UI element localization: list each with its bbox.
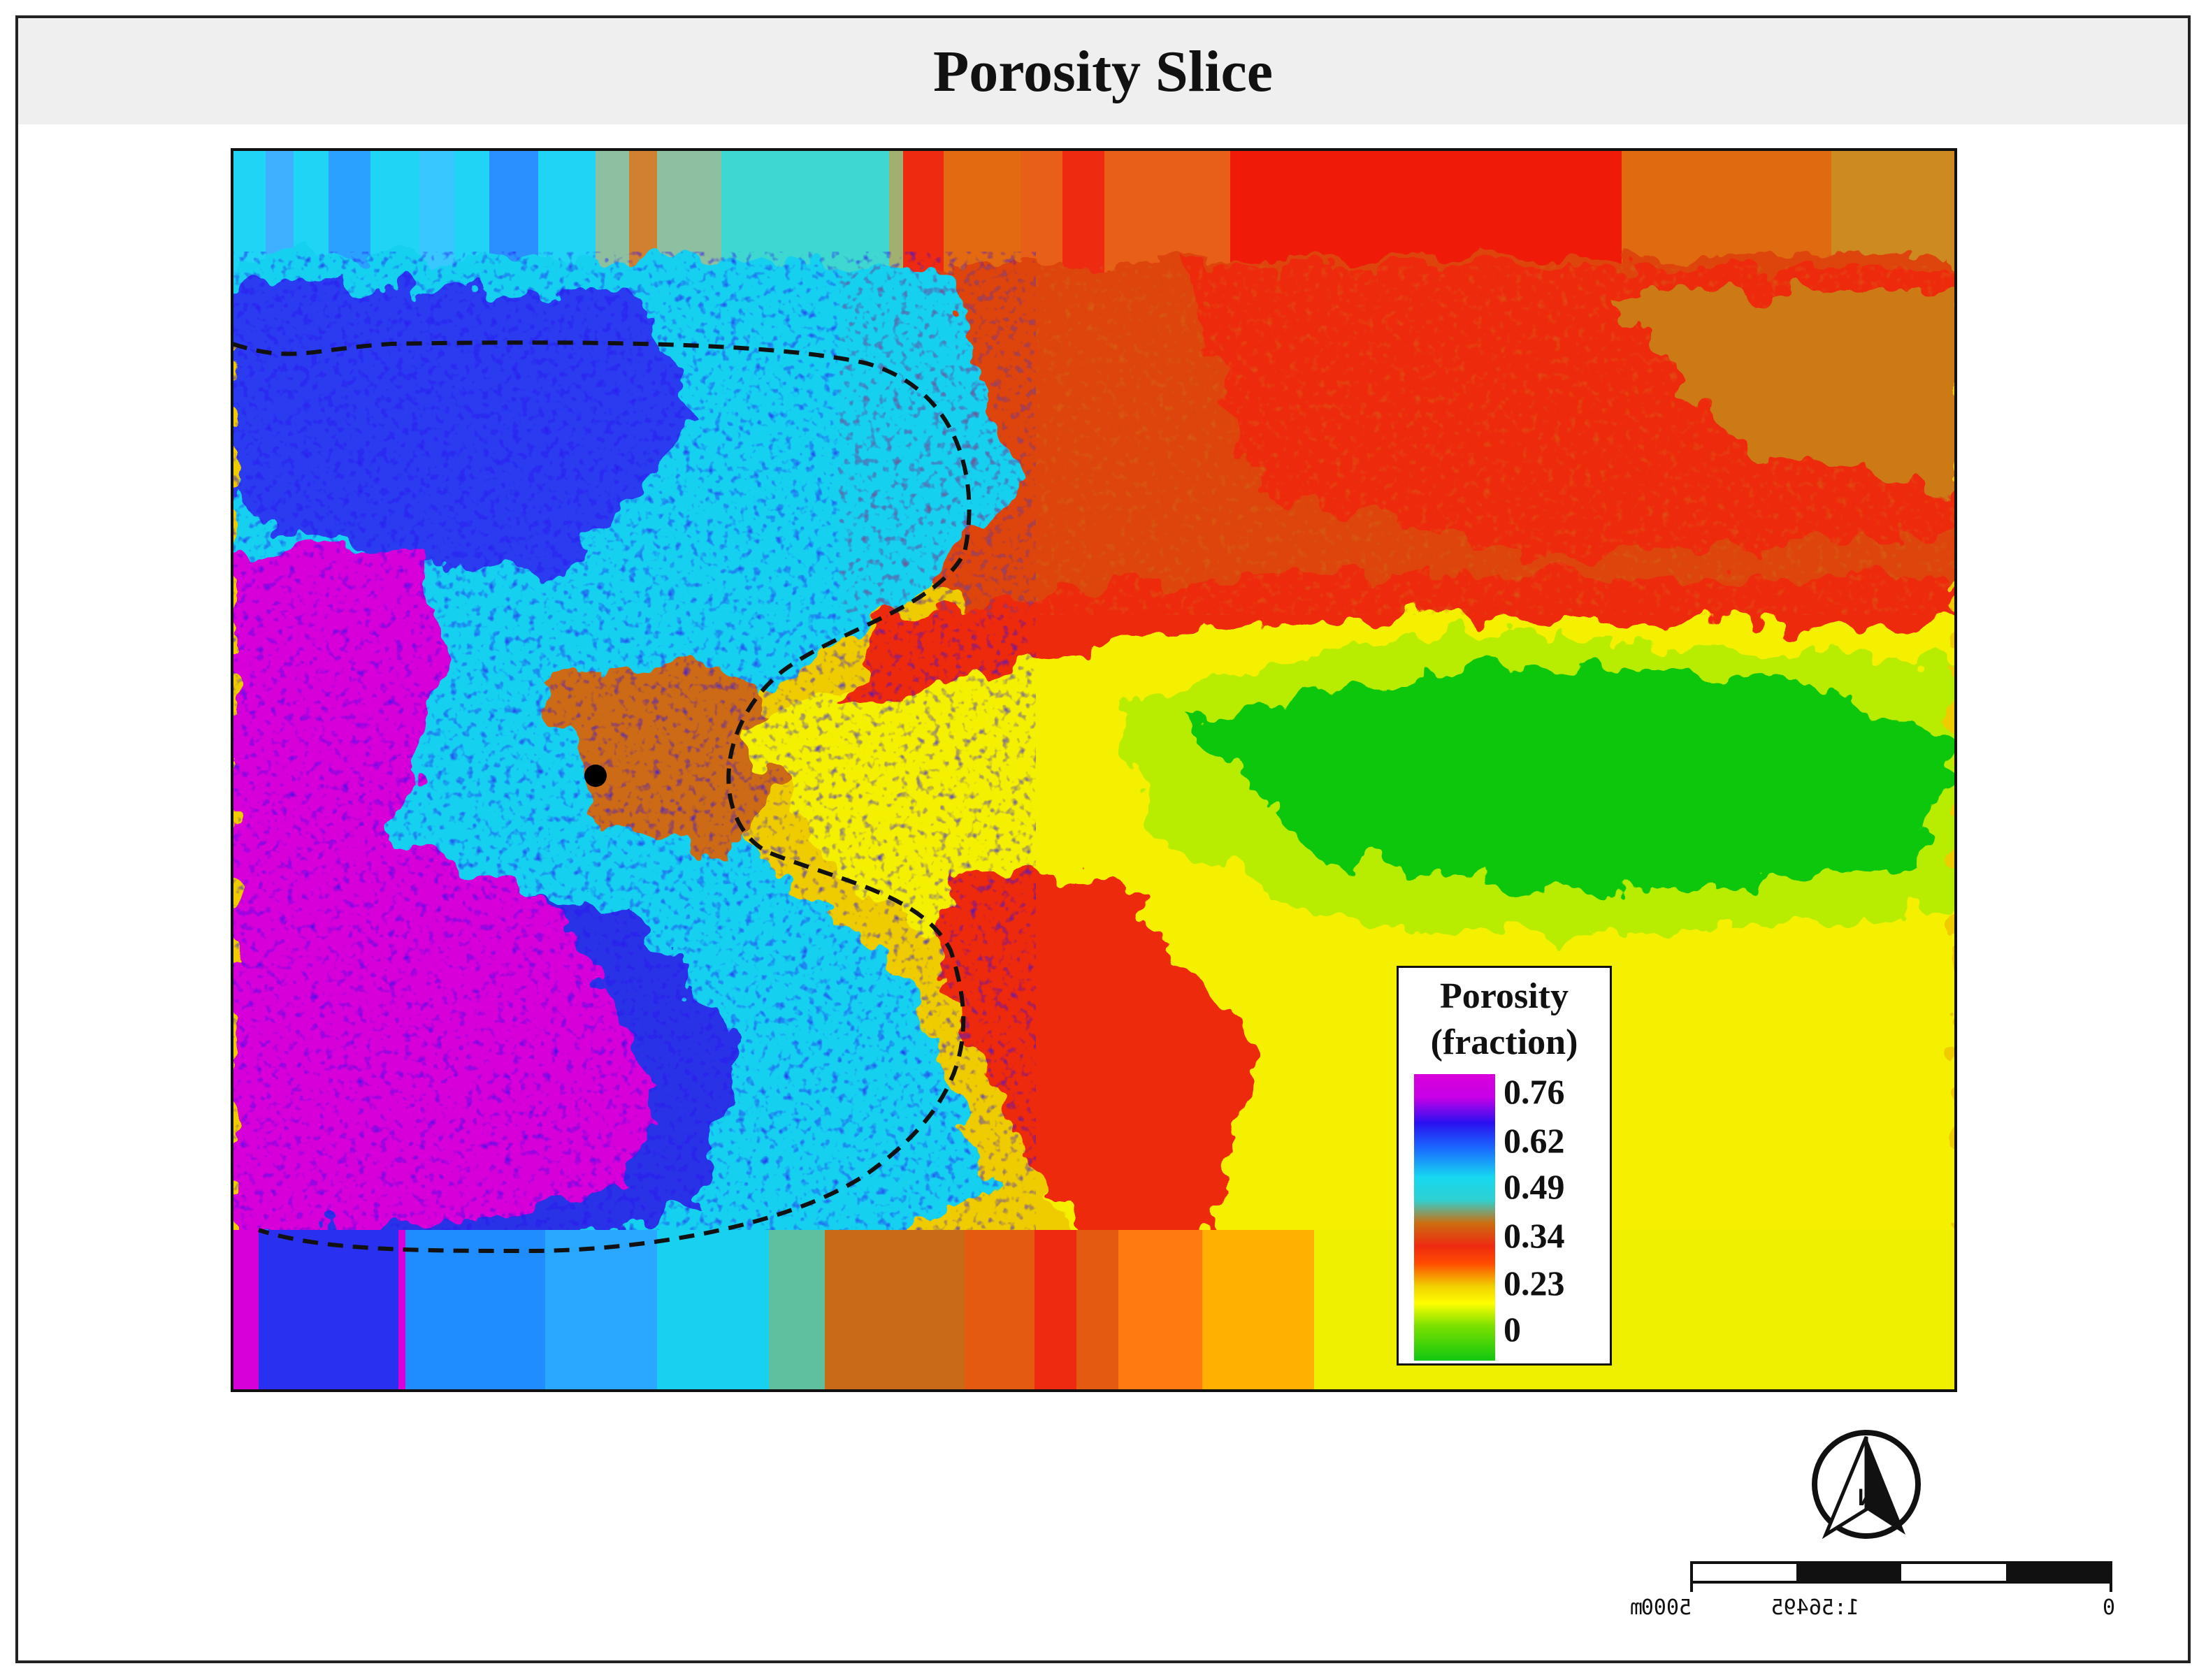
legend-tick-5: 0 (1504, 1310, 1521, 1349)
scale-unit: m (1630, 1595, 1643, 1620)
legend-tick-0: 0.76 (1504, 1072, 1565, 1111)
legend-color-ramp (1414, 1074, 1495, 1361)
bottom-edge-streaks (232, 1230, 1956, 1391)
porosity-raster (232, 150, 1956, 1391)
scale-max: 5000 (1641, 1595, 1692, 1620)
scale-labels: m 5000 1:56495 0 (1630, 1595, 2115, 1620)
legend-title-line1: Porosity (1440, 976, 1569, 1016)
scale-zero: 0 (2103, 1595, 2115, 1620)
map-title: Porosity Slice (932, 38, 1274, 104)
scale-ratio: 1:56495 (1771, 1595, 1859, 1620)
legend-tick-1: 0.62 (1504, 1121, 1565, 1160)
legend-title-line2: (fraction) (1430, 1022, 1578, 1062)
legend-tick-2: 0.49 (1504, 1167, 1565, 1206)
legend-title: Porosity (fraction) (1399, 973, 1610, 1066)
legend: Porosity (fraction) 0.76 0.62 0.49 0.34 … (1397, 966, 1612, 1366)
north-label: N (1858, 1484, 1875, 1511)
title-bar: Porosity Slice (18, 18, 2188, 124)
legend-tick-4: 0.23 (1504, 1263, 1565, 1303)
well-marker (584, 765, 607, 787)
scale-bar (1690, 1561, 2112, 1592)
legend-tick-3: 0.34 (1504, 1216, 1565, 1255)
dashed-boundary (232, 340, 972, 1254)
north-arrow-icon: N (1812, 1430, 1921, 1540)
